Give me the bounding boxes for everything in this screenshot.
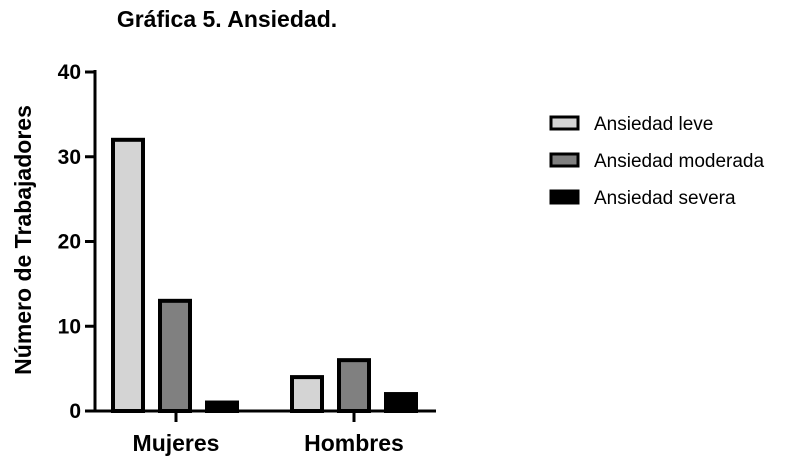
y-axis-title: Número de Trabajadores	[10, 105, 36, 375]
bar-hombres-2	[337, 358, 371, 413]
legend-swatch-2	[549, 152, 580, 168]
bar-mujeres-3	[205, 400, 239, 413]
plot-area: 0 10 20 30 40 Mujeres Hombres	[58, 61, 436, 456]
legend-label-1: Ansiedad leve	[594, 114, 713, 135]
y-tick-label-40: 40	[58, 61, 81, 84]
bar-mujeres-1	[111, 137, 145, 414]
y-tick-label-20: 20	[58, 231, 81, 254]
bar-mujeres-2	[158, 298, 192, 414]
bar-hombres-3	[384, 392, 418, 413]
x-tick-label-hombres: Hombres	[304, 430, 404, 456]
bar-hombres-1	[290, 375, 324, 414]
legend-swatch-1	[549, 115, 580, 131]
y-tick-label-30: 30	[58, 146, 81, 169]
legend: Ansiedad leve Ansiedad moderada Ansiedad s…	[549, 114, 764, 209]
legend-label-2: Ansiedad moderada	[594, 151, 764, 172]
y-tick-label-10: 10	[58, 315, 81, 338]
y-tick-label-0: 0	[69, 400, 81, 423]
legend-label-3: Ansiedad severa	[594, 188, 736, 209]
legend-swatch-3	[549, 189, 580, 205]
x-tick-label-mujeres: Mujeres	[133, 430, 220, 456]
chart-title: Gráfica 5. Ansiedad.	[117, 6, 337, 32]
